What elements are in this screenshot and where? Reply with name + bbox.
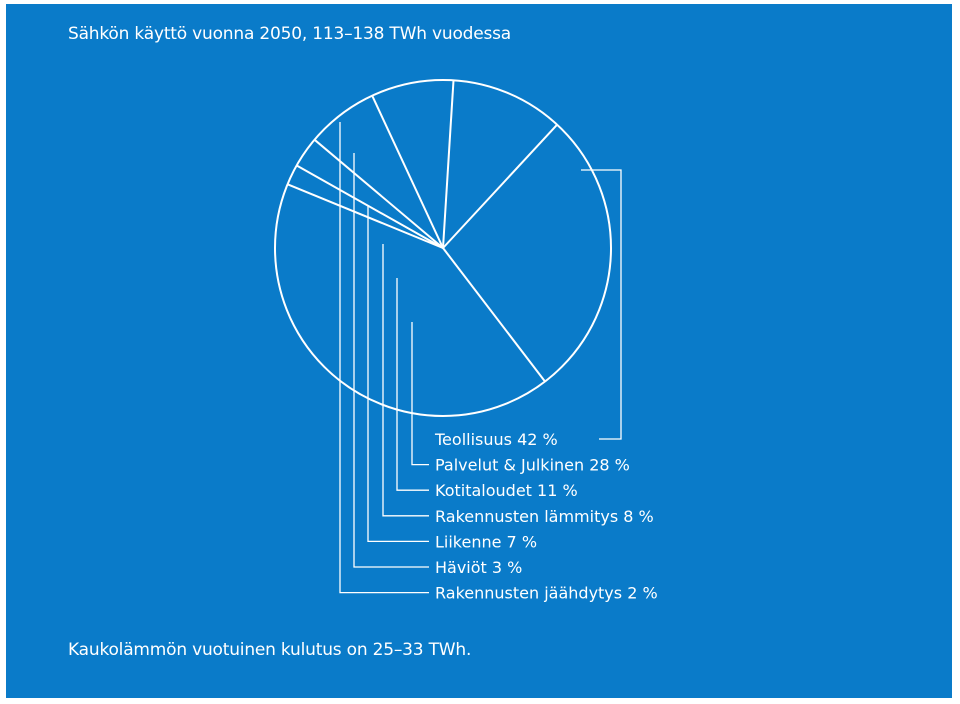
chart-title: Sähkön käyttö vuonna 2050, 113–138 TWh v… xyxy=(68,24,512,44)
legend-leader-1 xyxy=(581,169,622,440)
pie-slice-boundary-3 xyxy=(442,124,558,249)
legend-entry-7: Rakennusten jäähdytys 2 % xyxy=(435,584,658,603)
legend-entry-2: Palvelut & Julkinen 28 % xyxy=(435,456,630,475)
pie-chart: Teollisuus 42 % Palvelut & Julkinen 28 % K… xyxy=(274,79,658,603)
legend-entry-1: Teollisuus 42 % xyxy=(434,430,558,449)
chart-footnote: Kaukolämmön vuotuinen kulutus on 25–33 T… xyxy=(68,640,472,660)
legend-entry-4: Rakennusten lämmitys 8 % xyxy=(435,507,654,526)
pie-outline xyxy=(274,79,612,417)
legend-entry-3: Kotitaloudet 11 % xyxy=(435,481,578,500)
chart-panel: Sähkön käyttö vuonna 2050, 113–138 TWh v… xyxy=(6,4,952,698)
legend-leader-7 xyxy=(339,122,429,594)
pie-slice-boundary-4 xyxy=(442,80,455,249)
pie-slice-boundary-2 xyxy=(442,247,546,383)
legend-leader-5 xyxy=(367,205,429,543)
pie-slice-boundary-1 xyxy=(287,183,444,249)
pie-slice-boundary-5 xyxy=(371,95,444,249)
legend-entry-5: Liikenne 7 % xyxy=(435,532,537,551)
legend-leader-3 xyxy=(396,278,429,491)
legend-leader-2 xyxy=(411,322,429,466)
legend-entry-6: Häviöt 3 % xyxy=(435,558,522,577)
legend-leader-6 xyxy=(353,153,429,568)
pie-slice-boundary-7 xyxy=(296,164,444,249)
legend-leader-4 xyxy=(382,244,429,517)
pie-slice-boundary-6 xyxy=(313,138,444,249)
